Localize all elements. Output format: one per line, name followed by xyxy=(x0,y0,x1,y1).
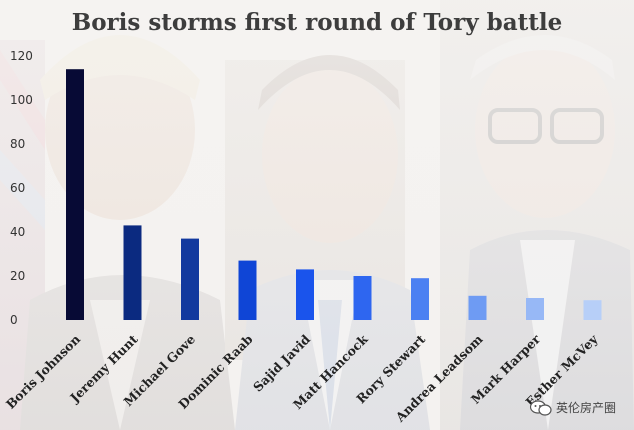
y-tick-label: 60 xyxy=(10,181,25,195)
category-label: Sajid Javid xyxy=(250,331,313,394)
chart-title: Boris storms first round of Tory battle xyxy=(72,9,562,36)
y-axis-ticks: 0 20 40 60 80 100 120 xyxy=(10,49,33,327)
bar xyxy=(468,295,487,320)
bar xyxy=(123,225,142,320)
y-tick-label: 0 xyxy=(10,313,18,327)
y-tick-label: 80 xyxy=(10,137,25,151)
bar xyxy=(181,238,199,320)
watermark-text: 英伦房产圈 xyxy=(555,401,616,415)
y-tick-label: 20 xyxy=(10,269,25,283)
bar xyxy=(66,69,84,320)
wechat-icon xyxy=(529,399,552,416)
y-tick-label: 40 xyxy=(10,225,25,239)
bar xyxy=(411,278,429,320)
bar xyxy=(238,260,257,320)
bars xyxy=(66,69,602,320)
bar xyxy=(353,276,372,320)
y-tick-label: 100 xyxy=(10,93,33,107)
y-tick-label: 120 xyxy=(10,49,33,63)
bar xyxy=(526,298,544,320)
bar xyxy=(583,300,602,320)
watermark: 英伦房产圈 xyxy=(529,399,616,416)
bar xyxy=(296,269,314,320)
